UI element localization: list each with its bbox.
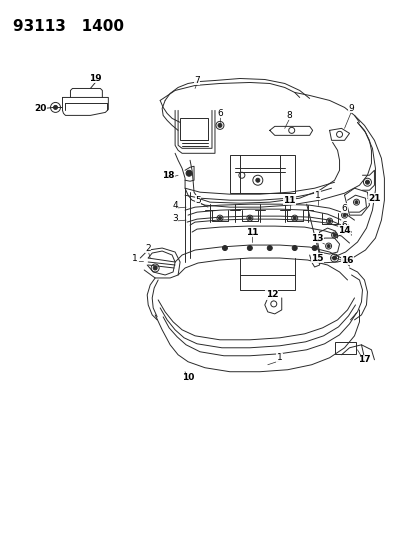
- Circle shape: [53, 106, 57, 109]
- Circle shape: [222, 246, 227, 251]
- Text: 17: 17: [357, 356, 370, 364]
- Circle shape: [153, 266, 157, 270]
- Circle shape: [332, 256, 336, 260]
- Circle shape: [342, 214, 345, 216]
- Circle shape: [332, 233, 335, 237]
- Text: 2: 2: [145, 244, 151, 253]
- Text: 12: 12: [265, 290, 278, 300]
- Text: 13: 13: [311, 233, 323, 243]
- Text: 10: 10: [181, 373, 194, 382]
- Text: 6: 6: [341, 204, 347, 213]
- Text: 1: 1: [276, 353, 282, 362]
- Bar: [334, 342, 356, 354]
- Circle shape: [247, 246, 252, 251]
- Circle shape: [311, 246, 316, 251]
- Text: 4: 4: [172, 200, 178, 209]
- Text: 21: 21: [367, 193, 380, 203]
- Text: 3: 3: [172, 214, 178, 223]
- Text: 1: 1: [314, 191, 320, 200]
- Text: 6: 6: [341, 221, 347, 230]
- Bar: [180, 118, 207, 140]
- Circle shape: [365, 180, 368, 184]
- Text: 9: 9: [348, 104, 354, 113]
- Text: 7: 7: [194, 76, 199, 85]
- Circle shape: [217, 123, 221, 127]
- Circle shape: [185, 170, 192, 176]
- Text: 5: 5: [195, 196, 200, 205]
- Text: 8: 8: [286, 111, 292, 120]
- Circle shape: [327, 220, 330, 223]
- Text: 18: 18: [161, 171, 174, 180]
- Text: 93113   1400: 93113 1400: [13, 19, 123, 34]
- Text: 15: 15: [311, 254, 323, 263]
- Bar: [229, 155, 294, 193]
- Circle shape: [326, 245, 329, 247]
- Text: 19: 19: [89, 74, 102, 83]
- Text: 16: 16: [340, 255, 353, 264]
- Text: 11: 11: [245, 228, 257, 237]
- Text: 1: 1: [132, 254, 138, 263]
- Circle shape: [218, 216, 221, 220]
- Circle shape: [354, 200, 357, 204]
- Circle shape: [292, 216, 295, 220]
- Text: 14: 14: [337, 225, 350, 235]
- Text: 20: 20: [34, 104, 47, 113]
- Circle shape: [248, 216, 251, 220]
- Text: 11: 11: [283, 196, 295, 205]
- Circle shape: [267, 246, 272, 251]
- Text: 6: 6: [216, 109, 222, 118]
- Circle shape: [255, 178, 259, 182]
- Circle shape: [292, 246, 297, 251]
